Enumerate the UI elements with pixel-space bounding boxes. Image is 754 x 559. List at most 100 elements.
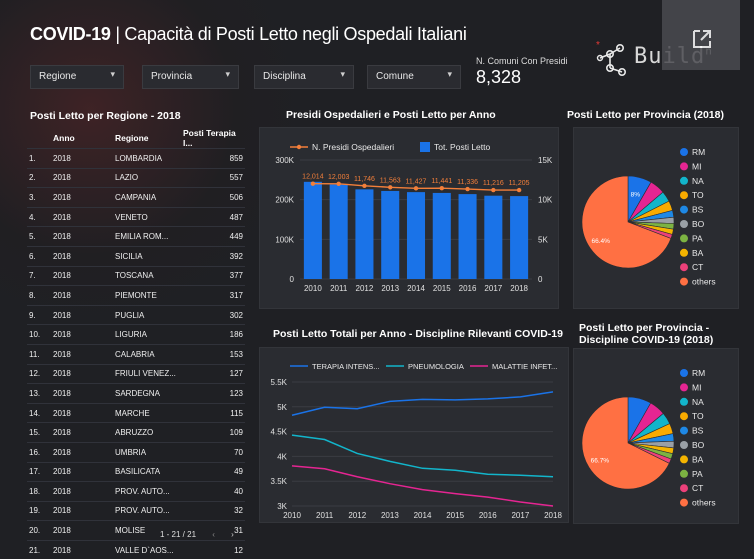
bar[interactable] bbox=[329, 184, 348, 279]
kpi-label: N. Comuni Con Presidi bbox=[476, 56, 568, 66]
line-point[interactable] bbox=[465, 186, 470, 192]
legend-label[interactable]: PNEUMOLOGIA bbox=[408, 362, 464, 371]
table-row[interactable]: 11. 2018 CALABRIA 153 bbox=[27, 343, 245, 365]
table-row[interactable]: 6. 2018 SICILIA 392 bbox=[27, 245, 245, 267]
legend-label[interactable]: NA bbox=[692, 176, 704, 186]
bar[interactable] bbox=[484, 195, 503, 279]
line-point[interactable] bbox=[388, 185, 393, 190]
legend-label[interactable]: TO bbox=[692, 411, 704, 421]
legend-label[interactable]: MI bbox=[692, 382, 701, 392]
y-right-tick-label: 15K bbox=[538, 156, 553, 165]
line-point[interactable] bbox=[413, 186, 419, 191]
table-row[interactable]: 2. 2018 LAZIO 557 bbox=[27, 167, 245, 188]
y-left-tick-label: 200K bbox=[275, 196, 294, 205]
legend-label[interactable]: BO bbox=[692, 219, 705, 229]
pie-slice[interactable] bbox=[581, 396, 670, 490]
row-index: 15. bbox=[27, 422, 51, 443]
legend-label[interactable]: NA bbox=[692, 397, 704, 407]
legend-label[interactable]: BO bbox=[692, 440, 705, 450]
series-line[interactable] bbox=[291, 391, 554, 416]
chevron-left-icon[interactable]: ‹ bbox=[212, 530, 215, 539]
table-row[interactable]: 1. 2018 LOMBARDIA 859 bbox=[27, 148, 245, 169]
table-row[interactable]: 4. 2018 VENETO 487 bbox=[27, 206, 245, 227]
line-point[interactable] bbox=[439, 186, 444, 191]
legend-label[interactable]: BS bbox=[692, 426, 704, 436]
page-title: COVID-19 | Capacità di Posti Letto negli… bbox=[30, 24, 467, 44]
legend-label[interactable]: TO bbox=[692, 190, 704, 200]
bar[interactable] bbox=[432, 192, 451, 279]
cell-posti: 123 bbox=[181, 383, 245, 404]
legend-label[interactable]: PA bbox=[692, 233, 703, 243]
chevron-right-icon[interactable]: › bbox=[231, 530, 234, 539]
table-row[interactable]: 8. 2018 PIEMONTE 317 bbox=[27, 285, 245, 306]
bar[interactable] bbox=[406, 192, 426, 279]
legend-label[interactable]: TERAPIA INTENS... bbox=[312, 362, 380, 371]
row-index: 21. bbox=[27, 539, 51, 559]
table-row[interactable]: 20. 2018 MOLISE 31 bbox=[27, 520, 245, 541]
table-row[interactable]: 14. 2018 MARCHE 115 bbox=[27, 402, 245, 423]
line-point[interactable] bbox=[362, 183, 367, 189]
open-external-button[interactable] bbox=[662, 0, 740, 70]
cell-anno: 2018 bbox=[51, 245, 113, 267]
series-line[interactable] bbox=[291, 434, 554, 478]
table-title: Posti Letto per Regione - 2018 bbox=[30, 110, 181, 122]
table-row[interactable]: 7. 2018 TOSCANA 377 bbox=[27, 265, 245, 286]
table-row[interactable]: 9. 2018 PUGLIA 302 bbox=[27, 304, 245, 325]
column-header-regione[interactable]: Regione bbox=[115, 133, 149, 143]
legend-label[interactable]: CT bbox=[692, 483, 703, 493]
legend-label[interactable]: BS bbox=[692, 205, 704, 215]
cell-posti: 392 bbox=[181, 245, 245, 267]
table-row[interactable]: 15. 2018 ABRUZZO 109 bbox=[27, 422, 245, 443]
legend-label[interactable]: MALATTIE INFET... bbox=[492, 362, 557, 371]
table-row[interactable]: 17. 2018 BASILICATA 49 bbox=[27, 461, 245, 482]
bar[interactable] bbox=[458, 194, 477, 279]
table-row[interactable]: 12. 2018 FRIULI VENEZ... 127 bbox=[27, 363, 245, 384]
column-header-posti[interactable]: Posti Terapia I... bbox=[183, 128, 236, 148]
filter-comune[interactable]: Comune ▾ bbox=[367, 65, 461, 89]
legend-label[interactable]: N. Presidi Ospedalieri bbox=[312, 142, 394, 152]
legend-label[interactable]: BA bbox=[692, 248, 704, 258]
legend-label[interactable]: Tot. Posti Letto bbox=[434, 142, 490, 152]
pie-slice[interactable] bbox=[581, 175, 672, 269]
column-header-anno[interactable]: Anno bbox=[53, 133, 75, 143]
table-row[interactable]: 10. 2018 LIGURIA 186 bbox=[27, 324, 245, 345]
table-row[interactable]: 18. 2018 PROV. AUTO... 40 bbox=[27, 481, 245, 502]
table-row[interactable]: 19. 2018 PROV. AUTO... 32 bbox=[27, 500, 245, 521]
line-point[interactable] bbox=[516, 187, 522, 193]
table-row[interactable]: 5. 2018 EMILIA ROM... 449 bbox=[27, 226, 245, 247]
bar[interactable] bbox=[355, 189, 374, 279]
cell-regione: PUGLIA bbox=[113, 304, 181, 325]
legend-label[interactable]: RM bbox=[692, 147, 705, 157]
legend-label[interactable]: others bbox=[692, 498, 716, 508]
legend-label[interactable]: others bbox=[692, 277, 716, 287]
filter-provincia[interactable]: Provincia ▾ bbox=[142, 65, 239, 89]
table-row[interactable]: 16. 2018 UMBRIA 70 bbox=[27, 441, 245, 462]
legend-label[interactable]: RM bbox=[692, 368, 705, 378]
series-line[interactable] bbox=[291, 465, 554, 507]
line-point[interactable] bbox=[491, 187, 496, 193]
cell-posti: 186 bbox=[181, 324, 245, 345]
legend-label[interactable]: CT bbox=[692, 262, 703, 272]
y-right-tick-label: 0 bbox=[538, 275, 543, 284]
legend-label[interactable]: MI bbox=[692, 161, 701, 171]
y-left-tick-label: 0 bbox=[290, 275, 295, 284]
cell-anno: 2018 bbox=[51, 383, 113, 404]
network-icon: * bbox=[596, 40, 626, 76]
chart-card-pie2: 66.7% RM MI NA TO BS BO BA PA CT others bbox=[573, 348, 739, 524]
bar[interactable] bbox=[303, 181, 322, 279]
x-tick-label: 2016 bbox=[479, 511, 497, 520]
legend-label[interactable]: PA bbox=[692, 469, 703, 479]
table-row[interactable]: 21. 2018 VALLE D`AOS... 12 bbox=[27, 539, 245, 559]
table-row[interactable]: 13. 2018 SARDEGNA 123 bbox=[27, 383, 245, 404]
line-point[interactable] bbox=[310, 181, 316, 186]
table-row[interactable]: 3. 2018 CAMPANIA 506 bbox=[27, 187, 245, 208]
filter-disciplina[interactable]: Disciplina ▾ bbox=[254, 65, 354, 89]
row-index: 17. bbox=[27, 461, 51, 482]
bar[interactable] bbox=[381, 190, 400, 279]
legend-label[interactable]: BA bbox=[692, 454, 704, 464]
line-point[interactable] bbox=[336, 181, 341, 186]
bar[interactable] bbox=[510, 196, 529, 279]
row-index: 13. bbox=[27, 383, 51, 404]
x-tick-label: 2013 bbox=[381, 511, 399, 520]
filter-regione[interactable]: Regione ▾ bbox=[30, 65, 124, 89]
